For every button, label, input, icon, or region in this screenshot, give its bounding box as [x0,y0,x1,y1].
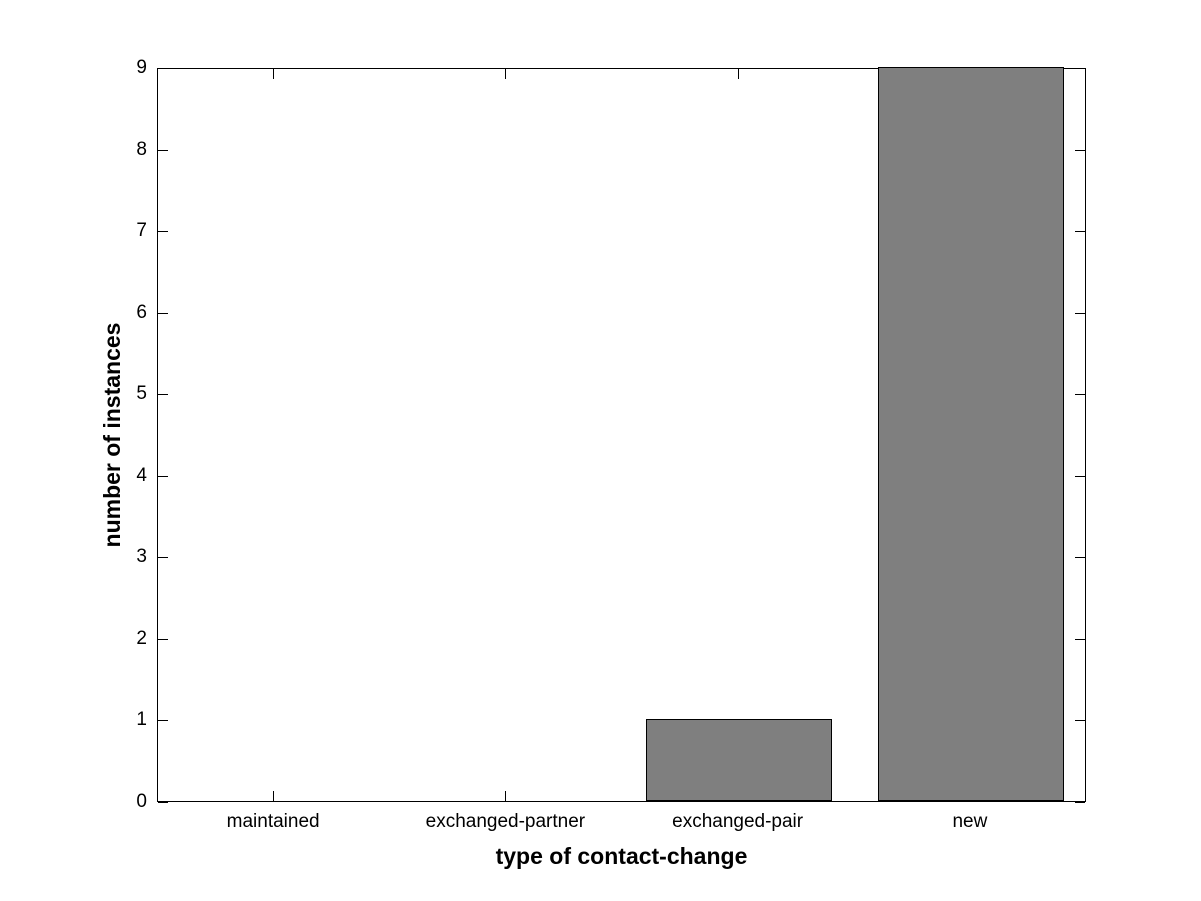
y-tick-right [1075,394,1085,396]
y-tick-right [1075,231,1085,233]
y-tick-right [1075,557,1085,559]
x-axis-label: type of contact-change [495,843,748,869]
x-tick-label: exchanged-partner [425,811,586,832]
y-tick-right [1075,802,1085,803]
y-tick-right [1075,475,1085,477]
y-tick-label: 6 [136,301,147,323]
y-tick-left [158,557,168,559]
y-tick-label: 1 [136,709,147,731]
y-tick-left [158,720,168,722]
plot-area [157,67,1086,803]
bar [877,67,1064,801]
y-tick-label: 0 [136,791,147,812]
x-tick-top [737,69,739,79]
y-tick-label: 7 [136,220,147,242]
y-tick-right [1075,720,1085,722]
y-tick-right [1075,68,1085,69]
y-tick-label: 2 [136,627,147,649]
x-tick-top [505,69,507,79]
y-axis-label: number of instances [99,322,125,548]
y-tick-label: 4 [136,464,147,486]
y-tick-left [158,475,168,477]
y-tick-label: 3 [136,546,147,568]
x-tick-top [273,69,275,79]
y-tick-right [1075,638,1085,640]
y-tick-left [158,149,168,151]
x-tick-bottom [505,791,507,801]
x-tick-label: exchanged-pair [672,811,804,832]
y-tick-left [158,231,168,233]
y-tick-left [158,638,168,640]
y-tick-label: 9 [136,57,147,78]
x-tick-bottom [273,791,275,801]
y-tick-left [158,312,168,314]
y-tick-left [158,394,168,396]
x-tick-label: new [952,811,988,832]
x-tick-label: maintained [226,811,320,832]
y-tick-right [1075,312,1085,314]
y-tick-label: 5 [136,383,147,405]
bar [645,719,832,801]
y-tick-label: 8 [136,138,147,160]
y-tick-left [158,68,168,69]
y-tick-left [158,802,168,803]
y-tick-right [1075,149,1085,151]
